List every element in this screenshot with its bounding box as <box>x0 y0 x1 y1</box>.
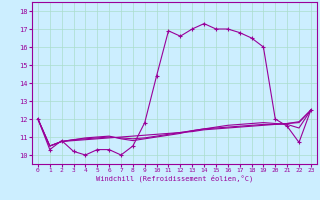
X-axis label: Windchill (Refroidissement éolien,°C): Windchill (Refroidissement éolien,°C) <box>96 175 253 182</box>
